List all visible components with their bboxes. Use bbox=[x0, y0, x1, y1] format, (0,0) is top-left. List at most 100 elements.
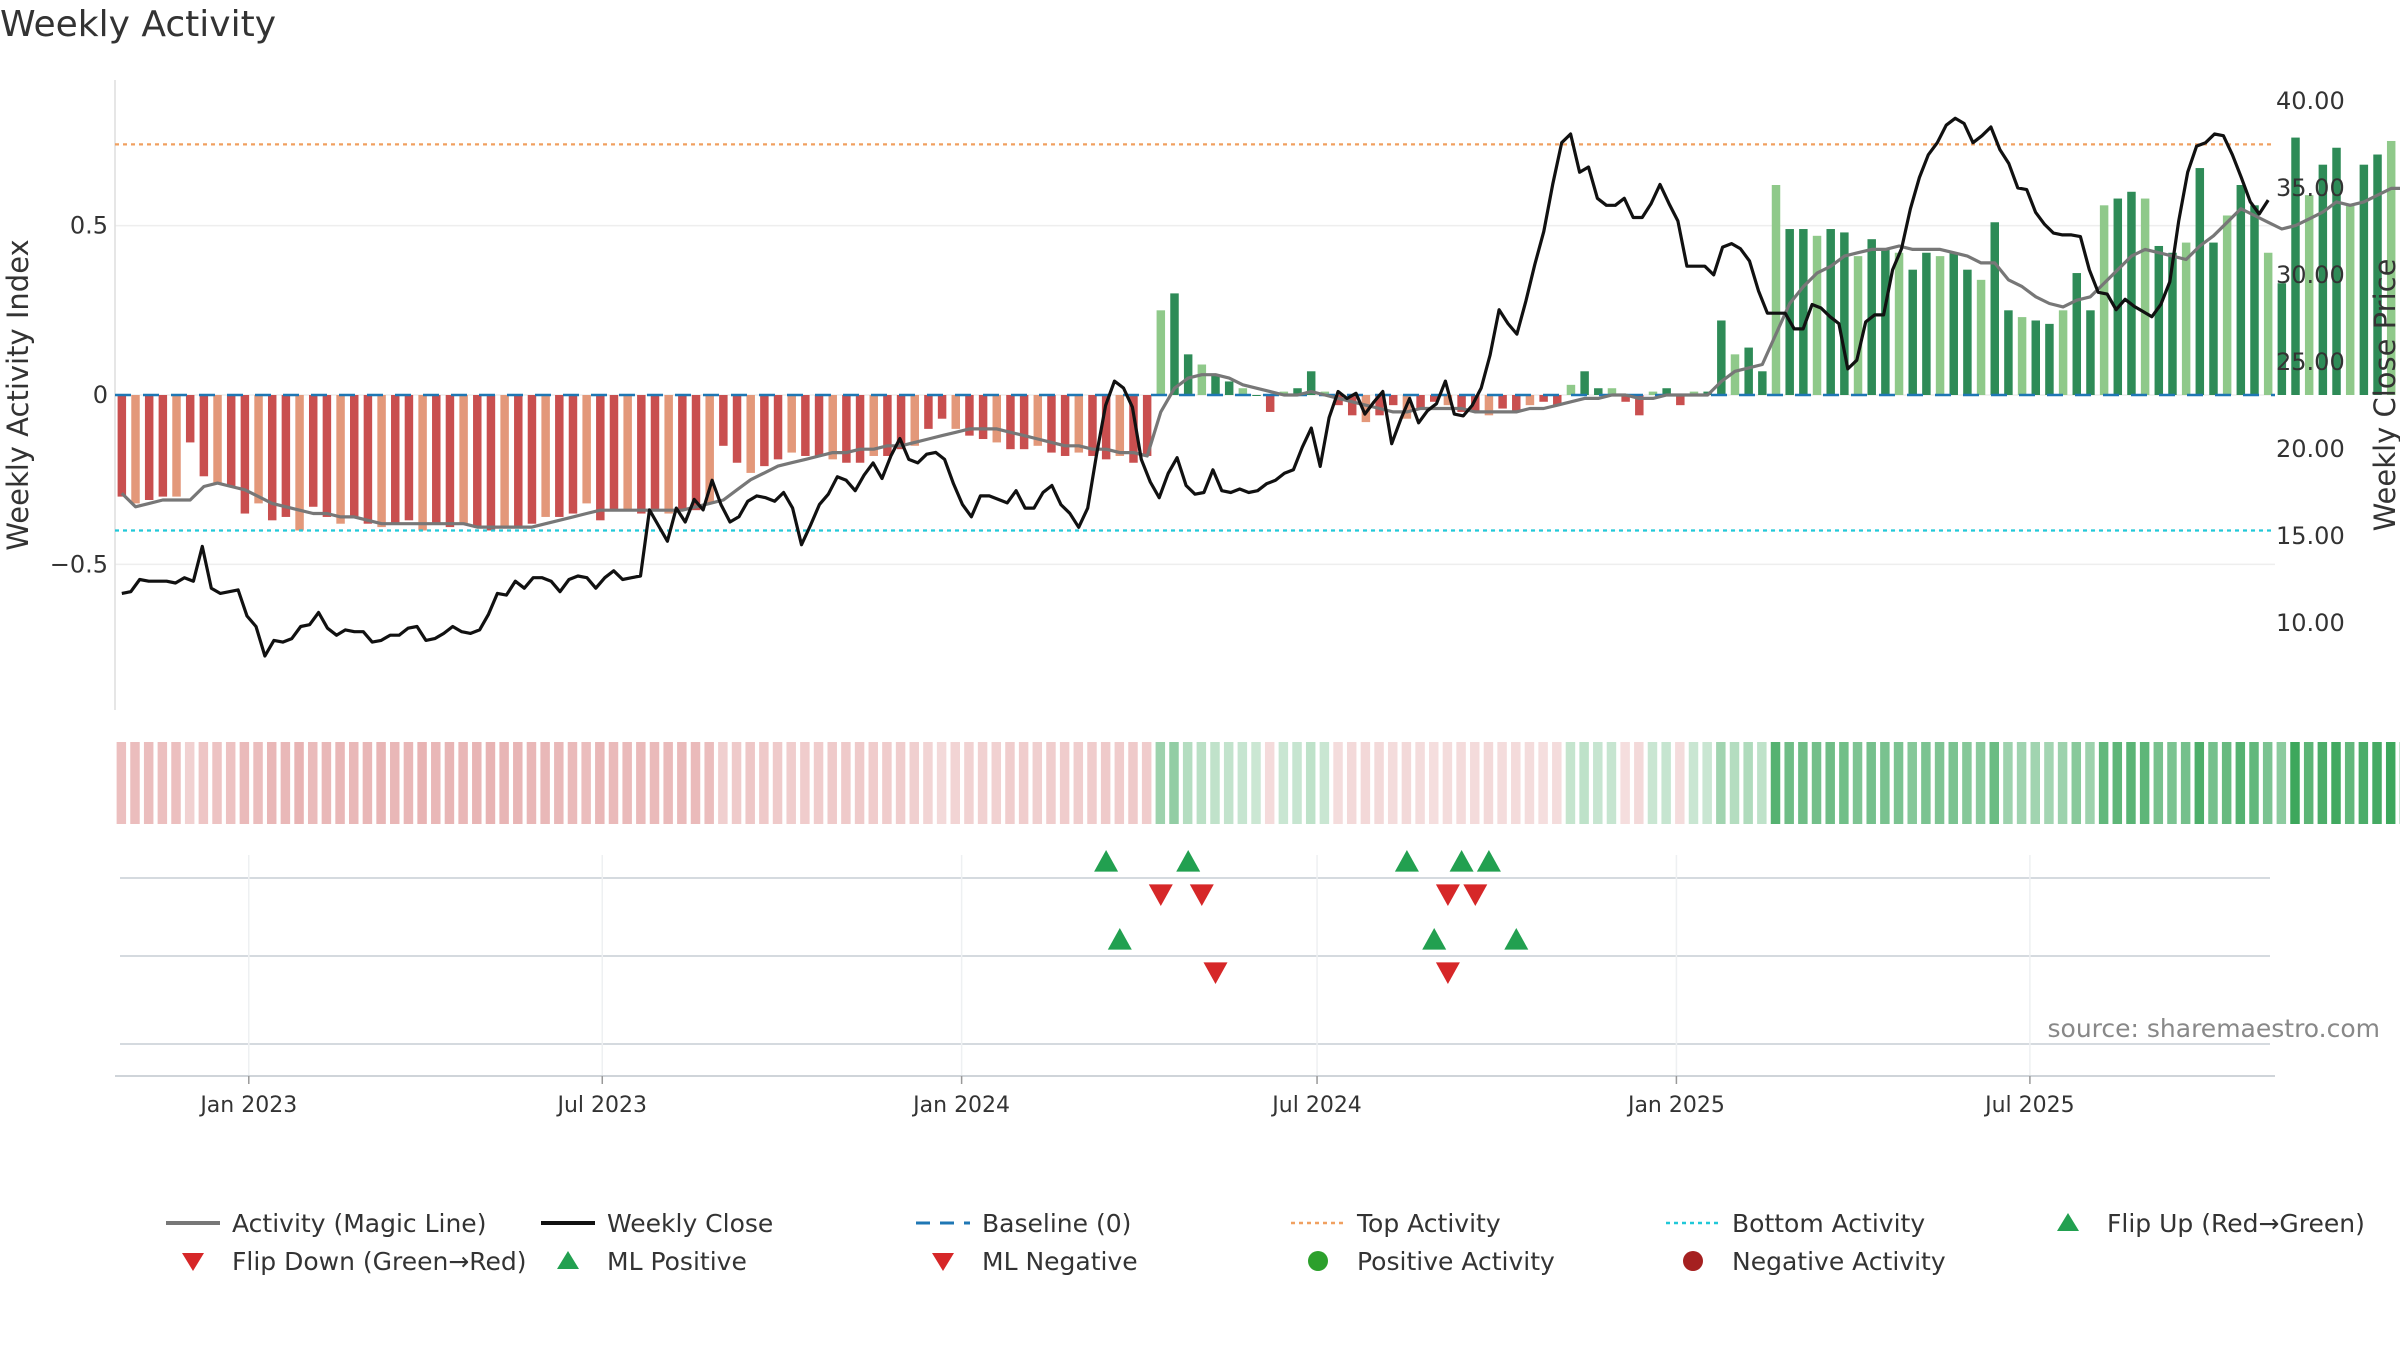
heat-cell bbox=[1100, 742, 1111, 824]
heat-cell bbox=[1141, 742, 1152, 824]
x-tick-label: Jul 2024 bbox=[1270, 1093, 1362, 1118]
heat-cell bbox=[1251, 742, 1261, 824]
flip-down-marker bbox=[1189, 884, 1214, 906]
heat-cell bbox=[1470, 742, 1480, 824]
heat-cell bbox=[2003, 742, 2013, 824]
activity-bar bbox=[1416, 395, 1425, 409]
activity-bar bbox=[1430, 395, 1439, 402]
heat-cell bbox=[2385, 742, 2396, 824]
activity-bar bbox=[391, 395, 400, 524]
ml-positive-marker bbox=[1422, 928, 1447, 950]
activity-bar bbox=[896, 395, 906, 450]
heat-cell bbox=[362, 742, 373, 824]
x-tick-label: Jul 2023 bbox=[556, 1093, 648, 1118]
heat-cell bbox=[1606, 742, 1617, 824]
activity-bar bbox=[1142, 395, 1152, 456]
activity-bar bbox=[2277, 283, 2287, 395]
activity-bar bbox=[2058, 310, 2068, 395]
heat-cell bbox=[636, 742, 646, 824]
heat-cell bbox=[677, 742, 687, 824]
heat-cell bbox=[376, 742, 386, 824]
activity-bar bbox=[1238, 388, 1248, 395]
heat-cell bbox=[2098, 742, 2109, 824]
y-tick-label: 0.5 bbox=[70, 212, 108, 240]
heat-cell bbox=[1114, 742, 1125, 824]
activity-bar bbox=[910, 395, 919, 446]
activity-bar bbox=[1388, 395, 1398, 406]
heat-cell bbox=[1128, 742, 1138, 824]
heat-cell bbox=[1483, 742, 1494, 824]
heat-cell bbox=[786, 742, 796, 824]
heat-cell bbox=[745, 742, 755, 824]
heat-cell bbox=[307, 742, 318, 824]
flip-up-marker bbox=[1394, 850, 1419, 872]
heat-cell bbox=[1798, 742, 1808, 824]
activity-bar bbox=[281, 395, 291, 517]
ml-positive-marker bbox=[1504, 928, 1529, 950]
heat-cell bbox=[1962, 742, 1972, 824]
heat-cell bbox=[595, 742, 605, 824]
heat-cell bbox=[1401, 742, 1412, 824]
activity-bar bbox=[924, 395, 933, 429]
heat-cell bbox=[909, 742, 919, 824]
heat-cell bbox=[2071, 742, 2082, 824]
heat-cell bbox=[2180, 742, 2191, 824]
heat-cell bbox=[991, 742, 1002, 824]
activity-bar bbox=[350, 395, 359, 517]
activity-bar bbox=[1935, 256, 1945, 395]
x-tick-label: Jan 2024 bbox=[911, 1093, 1010, 1118]
x-tick-label: Jul 2025 bbox=[1983, 1093, 2075, 1118]
activity-bar bbox=[2345, 205, 2355, 395]
heat-cell bbox=[1907, 742, 1917, 824]
legend-item-negative-activity: Negative Activity bbox=[1660, 1243, 1946, 1279]
heat-cell bbox=[1237, 742, 1248, 824]
heat-cell bbox=[239, 742, 250, 824]
activity-bar bbox=[295, 395, 304, 531]
activity-bar bbox=[1224, 381, 1234, 395]
heat-cell bbox=[895, 742, 906, 824]
heat-cell bbox=[321, 742, 332, 824]
heat-cell bbox=[1059, 742, 1070, 824]
heat-cell bbox=[2372, 742, 2382, 824]
activity-bar bbox=[445, 395, 455, 528]
heat-cell bbox=[2194, 742, 2205, 824]
flip-up-marker bbox=[1094, 850, 1119, 872]
legend-item-baseline: Baseline (0) bbox=[910, 1205, 1131, 1241]
y2-axis-label: Weekly Close Price bbox=[2368, 259, 2400, 532]
activity-bar bbox=[1990, 222, 1999, 395]
heat-cell bbox=[800, 742, 810, 824]
activity-bar bbox=[1361, 395, 1371, 423]
activity-bar bbox=[650, 395, 660, 511]
activity-bar bbox=[1156, 310, 1166, 395]
activity-bar bbox=[705, 395, 714, 504]
heat-cell bbox=[1210, 742, 1220, 824]
heat-cell bbox=[2262, 742, 2273, 824]
activity-bar bbox=[1635, 395, 1644, 416]
heat-cell bbox=[1634, 742, 1644, 824]
heat-cell bbox=[1770, 742, 1781, 824]
activity-bar bbox=[404, 395, 414, 521]
heat-cell bbox=[731, 742, 742, 824]
activity-bar bbox=[131, 395, 140, 504]
activity-bar bbox=[2359, 164, 2369, 395]
activity-bar bbox=[1047, 395, 1056, 453]
activity-bar bbox=[1717, 320, 1726, 395]
activity-bar bbox=[1689, 391, 1699, 395]
activity-bar bbox=[158, 395, 168, 497]
flip-markers bbox=[120, 850, 2270, 1080]
heat-cell bbox=[622, 742, 632, 824]
activity-bar bbox=[514, 395, 523, 528]
heat-cell bbox=[718, 742, 728, 824]
activity-bar bbox=[2045, 323, 2054, 395]
y-tick-label: 0 bbox=[93, 381, 108, 409]
legend-label: Positive Activity bbox=[1357, 1246, 1555, 1276]
activity-bar bbox=[1853, 256, 1863, 395]
heat-cell bbox=[1825, 742, 1835, 824]
activity-bar bbox=[2127, 191, 2136, 395]
x-tick-label: Jan 2025 bbox=[1626, 1093, 1725, 1118]
heat-cell bbox=[253, 742, 263, 824]
y2-tick-label: 10.00 bbox=[2276, 609, 2345, 637]
heat-cell bbox=[690, 742, 701, 824]
heat-cell bbox=[2317, 742, 2328, 824]
heat-cell bbox=[1278, 742, 1289, 824]
